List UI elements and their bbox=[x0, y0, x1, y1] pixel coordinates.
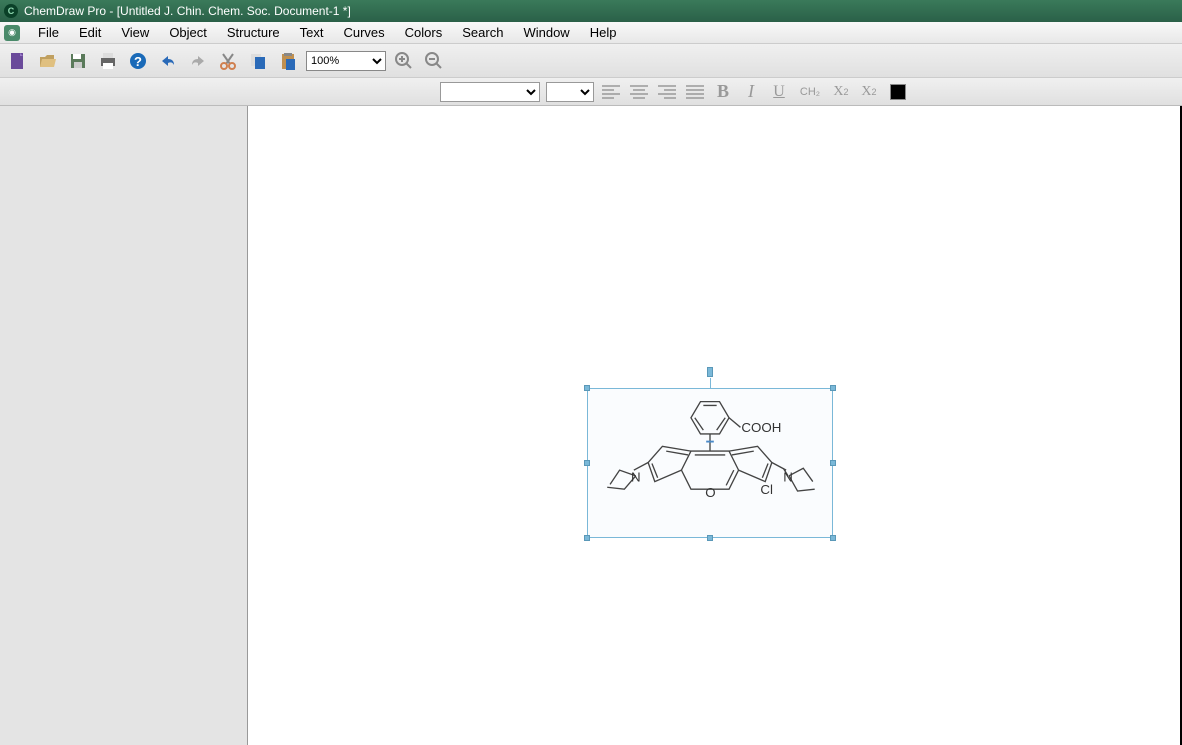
menubar: ◉ File Edit View Object Structure Text C… bbox=[0, 22, 1182, 44]
menu-structure[interactable]: Structure bbox=[217, 23, 290, 42]
format-toolbar: B I U CH₂ X2 X2 bbox=[0, 78, 1182, 106]
workspace: COOH N N O Cl bbox=[0, 106, 1182, 745]
resize-handle-top-right[interactable] bbox=[830, 385, 836, 391]
label-cooh: COOH bbox=[741, 420, 781, 435]
menu-file[interactable]: File bbox=[28, 23, 69, 42]
left-sidebar bbox=[0, 106, 248, 745]
svg-text:?: ? bbox=[134, 54, 142, 69]
chemical-structure[interactable]: COOH N N O Cl bbox=[593, 394, 827, 532]
menu-colors[interactable]: Colors bbox=[395, 23, 453, 42]
subscript-button[interactable]: X2 bbox=[830, 81, 852, 103]
resize-handle-bottom-left[interactable] bbox=[584, 535, 590, 541]
copy-button[interactable] bbox=[246, 49, 270, 73]
main-toolbar: ? 100% bbox=[0, 44, 1182, 78]
menu-help[interactable]: Help bbox=[580, 23, 627, 42]
bold-button[interactable]: B bbox=[712, 81, 734, 103]
superscript-button[interactable]: X2 bbox=[858, 81, 880, 103]
print-button[interactable] bbox=[96, 49, 120, 73]
selection-box[interactable]: COOH N N O Cl bbox=[587, 388, 833, 538]
save-button[interactable] bbox=[66, 49, 90, 73]
app-title: ChemDraw Pro - [Untitled J. Chin. Chem. … bbox=[24, 4, 351, 18]
titlebar: C ChemDraw Pro - [Untitled J. Chin. Chem… bbox=[0, 0, 1182, 22]
zoom-in-button[interactable] bbox=[392, 49, 416, 73]
label-o: O bbox=[705, 485, 715, 500]
align-left-button[interactable] bbox=[600, 81, 622, 103]
rotate-handle[interactable] bbox=[707, 367, 713, 377]
label-n-left: N bbox=[631, 470, 641, 485]
resize-handle-top-left[interactable] bbox=[584, 385, 590, 391]
resize-handle-mid-left[interactable] bbox=[584, 460, 590, 466]
menu-view[interactable]: View bbox=[111, 23, 159, 42]
font-size-select[interactable] bbox=[546, 82, 594, 102]
paste-button[interactable] bbox=[276, 49, 300, 73]
redo-button[interactable] bbox=[186, 49, 210, 73]
resize-handle-mid-right[interactable] bbox=[830, 460, 836, 466]
menu-search[interactable]: Search bbox=[452, 23, 513, 42]
new-document-button[interactable] bbox=[6, 49, 30, 73]
resize-handle-bottom-right[interactable] bbox=[830, 535, 836, 541]
label-n-right: N bbox=[783, 470, 793, 485]
cut-button[interactable] bbox=[216, 49, 240, 73]
open-button[interactable] bbox=[36, 49, 60, 73]
zoom-select[interactable]: 100% bbox=[306, 51, 386, 71]
italic-button[interactable]: I bbox=[740, 81, 762, 103]
undo-button[interactable] bbox=[156, 49, 180, 73]
label-cl: Cl bbox=[760, 482, 773, 497]
menu-object[interactable]: Object bbox=[159, 23, 217, 42]
menubar-icon: ◉ bbox=[4, 25, 20, 41]
menu-edit[interactable]: Edit bbox=[69, 23, 111, 42]
resize-handle-mid-bottom[interactable] bbox=[707, 535, 713, 541]
menu-window[interactable]: Window bbox=[513, 23, 579, 42]
text-color-swatch[interactable] bbox=[890, 84, 906, 100]
align-justify-button[interactable] bbox=[684, 81, 706, 103]
menu-text[interactable]: Text bbox=[290, 23, 334, 42]
app-icon: C bbox=[4, 4, 18, 18]
help-button[interactable]: ? bbox=[126, 49, 150, 73]
menu-curves[interactable]: Curves bbox=[333, 23, 394, 42]
canvas[interactable]: COOH N N O Cl bbox=[248, 106, 1182, 745]
align-center-button[interactable] bbox=[628, 81, 650, 103]
align-right-button[interactable] bbox=[656, 81, 678, 103]
underline-button[interactable]: U bbox=[768, 81, 790, 103]
formula-button[interactable]: CH₂ bbox=[796, 81, 824, 103]
zoom-out-button[interactable] bbox=[422, 49, 446, 73]
font-select[interactable] bbox=[440, 82, 540, 102]
